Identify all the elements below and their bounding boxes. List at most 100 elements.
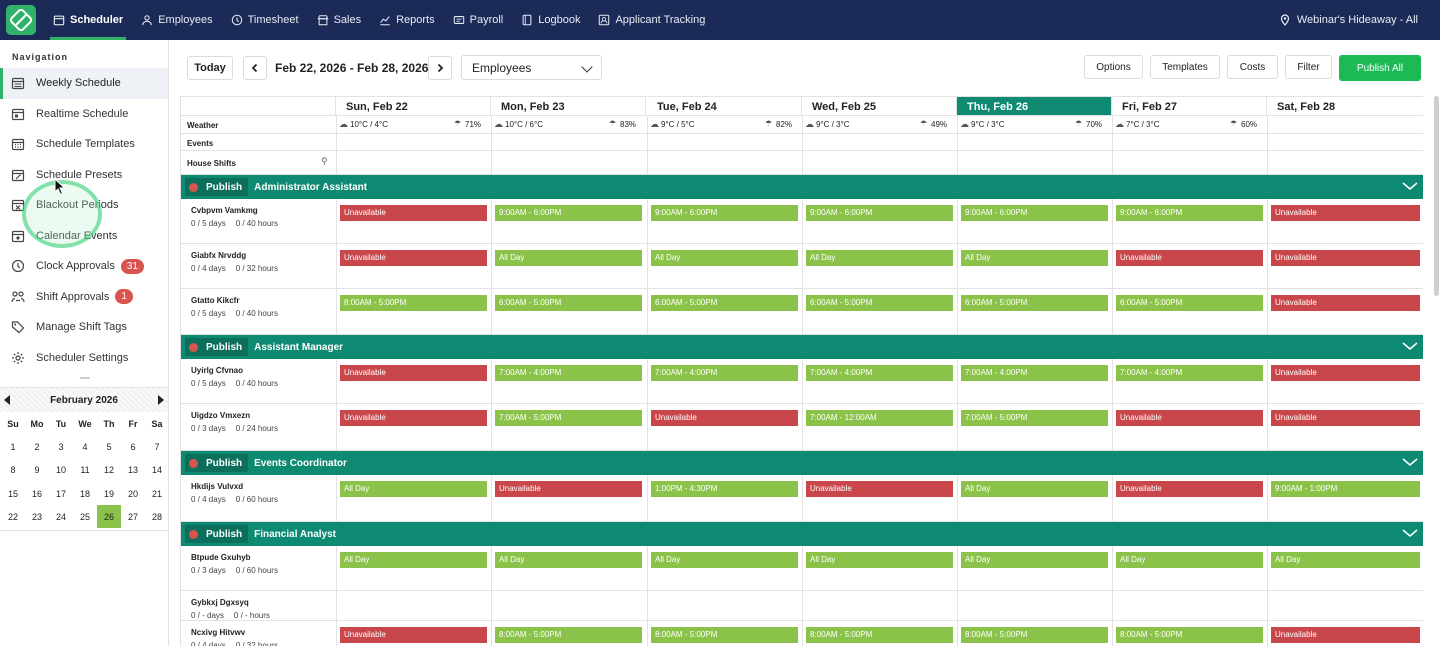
shift-block[interactable]: All Day (806, 552, 953, 568)
collapse-chevron-icon[interactable] (1402, 526, 1418, 540)
shift-block[interactable]: 9:00AM - 6:00PM (1116, 205, 1263, 221)
shift-block[interactable]: 6:00AM - 5:00PM (651, 295, 798, 311)
topnav-logbook[interactable]: Logbook (512, 0, 589, 40)
shift-block[interactable]: All Day (340, 481, 487, 497)
shift-block[interactable]: 8:00AM - 5:00PM (495, 627, 642, 643)
shift-block[interactable]: 6:00AM - 5:00PM (961, 295, 1108, 311)
unavailable-block[interactable]: Unavailable (651, 410, 798, 426)
shift-block[interactable]: All Day (1116, 552, 1263, 568)
collapse-chevron-icon[interactable] (1402, 455, 1418, 469)
sidebar-item-schedule-templates[interactable]: Schedule Templates (0, 129, 168, 160)
employee-name[interactable]: Hkdijs Vulvxd (191, 482, 244, 491)
calendar-day[interactable]: 10 (55, 465, 66, 476)
shift-block[interactable]: All Day (961, 552, 1108, 568)
day-header[interactable]: Sun, Feb 22 (336, 96, 491, 116)
employee-name[interactable]: Btpude Gxuhyb (191, 553, 251, 562)
calendar-day[interactable]: 4 (82, 441, 88, 452)
calendar-day[interactable]: 21 (151, 488, 162, 499)
day-header[interactable]: Mon, Feb 23 (491, 96, 646, 116)
topnav-sales[interactable]: Sales (308, 0, 371, 40)
shift-block[interactable]: 9:00AM - 6:00PM (806, 205, 953, 221)
employee-name[interactable]: Uyirlg Cfvnao (191, 366, 244, 375)
shift-block[interactable]: 8:00AM - 5:00PM (1116, 627, 1263, 643)
unavailable-block[interactable]: Unavailable (340, 205, 487, 221)
calendar-day[interactable]: 9 (34, 465, 40, 476)
collapse-chevron-icon[interactable] (1402, 179, 1418, 193)
group-header[interactable]: Publish Assistant Manager (181, 335, 1423, 359)
collapse-chevron-icon[interactable] (1402, 339, 1418, 353)
shift-block[interactable]: 7:00AM - 4:00PM (806, 365, 953, 381)
shift-block[interactable]: 7:00AM - 5:00PM (495, 410, 642, 426)
shift-block[interactable]: 8:00AM - 5:00PM (340, 295, 487, 311)
calendar-day[interactable]: 2 (34, 441, 40, 452)
shift-block[interactable]: 7:00AM - 4:00PM (495, 365, 642, 381)
employee-name[interactable]: Uigdzo Vmxezn (191, 411, 251, 420)
employee-name[interactable]: Gtatto Kikcfr (191, 296, 240, 305)
shift-block[interactable]: All Day (806, 250, 953, 266)
employee-name[interactable]: Ncxivg Hitvwv (191, 628, 246, 637)
calendar-day[interactable]: 16 (31, 488, 42, 499)
unavailable-block[interactable]: Unavailable (340, 365, 487, 381)
calendar-day[interactable]: 25 (79, 511, 90, 522)
prev-week-button[interactable] (243, 56, 267, 80)
unavailable-block[interactable]: Unavailable (340, 627, 487, 643)
shift-block[interactable]: 9:00AM - 6:00PM (495, 205, 642, 221)
calendar-day[interactable]: 1 (10, 441, 16, 452)
shift-block[interactable]: 1:00PM - 4:30PM (651, 481, 798, 497)
calendar-day[interactable]: 11 (80, 465, 90, 476)
calendar-day[interactable]: 17 (55, 488, 66, 499)
shift-block[interactable]: 9:00AM - 6:00PM (961, 205, 1108, 221)
calendar-day[interactable]: 13 (127, 465, 138, 476)
shift-block[interactable]: 7:00AM - 4:00PM (961, 365, 1108, 381)
sidebar-item-schedule-presets[interactable]: Schedule Presets (0, 160, 168, 191)
location-selector[interactable]: Webinar's Hideaway - All (1279, 0, 1418, 40)
shift-block[interactable]: All Day (961, 481, 1108, 497)
topnav-payroll[interactable]: Payroll (444, 0, 513, 40)
calendar-day[interactable]: 19 (103, 488, 114, 499)
unavailable-block[interactable]: Unavailable (340, 250, 487, 266)
shift-block[interactable]: 9:00AM - 6:00PM (651, 205, 798, 221)
day-header[interactable]: Wed, Feb 25 (802, 96, 957, 116)
calendar-day[interactable]: 28 (151, 511, 162, 522)
vertical-scrollbar[interactable] (1434, 96, 1439, 296)
employee-name[interactable]: Gybkxj Dgxsyq (191, 598, 249, 607)
app-logo[interactable] (6, 5, 36, 35)
unavailable-block[interactable]: Unavailable (1116, 250, 1263, 266)
shift-block[interactable]: 8:00AM - 5:00PM (806, 627, 953, 643)
calendar-day[interactable]: 15 (7, 488, 18, 499)
calendar-day[interactable]: 22 (7, 511, 18, 522)
sidebar-item-clock-approvals[interactable]: Clock Approvals 31 (0, 251, 168, 282)
shift-block[interactable]: 7:00AM - 12:00AM (806, 410, 953, 426)
calendar-day[interactable]: 26 (97, 505, 121, 529)
employee-name[interactable]: Giabfx Nrvddg (191, 251, 247, 260)
topnav-timesheet[interactable]: Timesheet (222, 0, 308, 40)
resize-handle[interactable] (80, 377, 90, 379)
shift-block[interactable]: All Day (340, 552, 487, 568)
sidebar-item-shift-approvals[interactable]: Shift Approvals 1 (0, 282, 168, 313)
publish-button[interactable]: Publish (185, 178, 249, 196)
shift-block[interactable]: All Day (495, 250, 642, 266)
unavailable-block[interactable]: Unavailable (1116, 410, 1263, 426)
unavailable-block[interactable]: Unavailable (806, 481, 953, 497)
calendar-day[interactable]: 5 (106, 441, 112, 452)
day-header[interactable]: Fri, Feb 27 (1112, 96, 1267, 116)
unavailable-block[interactable]: Unavailable (1271, 365, 1420, 381)
unavailable-block[interactable]: Unavailable (1116, 481, 1263, 497)
costs-button[interactable]: Costs (1227, 55, 1278, 79)
sidebar-item-weekly-schedule[interactable]: Weekly Schedule (0, 68, 168, 99)
next-month-icon[interactable] (157, 395, 164, 405)
calendar-day[interactable]: 12 (103, 465, 114, 476)
group-header[interactable]: Publish Financial Analyst (181, 522, 1423, 546)
unavailable-block[interactable]: Unavailable (1271, 205, 1420, 221)
calendar-day[interactable]: 14 (151, 465, 162, 476)
shift-block[interactable]: 8:00AM - 5:00PM (651, 627, 798, 643)
shift-block[interactable]: All Day (651, 552, 798, 568)
publish-button[interactable]: Publish (185, 525, 249, 543)
calendar-day[interactable]: 24 (55, 511, 66, 522)
topnav-reports[interactable]: Reports (370, 0, 444, 40)
shift-block[interactable]: 7:00AM - 5:00PM (961, 410, 1108, 426)
publish-all-button[interactable]: Publish All (1339, 55, 1421, 81)
day-header[interactable]: Tue, Feb 24 (647, 96, 802, 116)
group-header[interactable]: Publish Administrator Assistant (181, 175, 1423, 199)
calendar-day[interactable]: 7 (154, 441, 160, 452)
